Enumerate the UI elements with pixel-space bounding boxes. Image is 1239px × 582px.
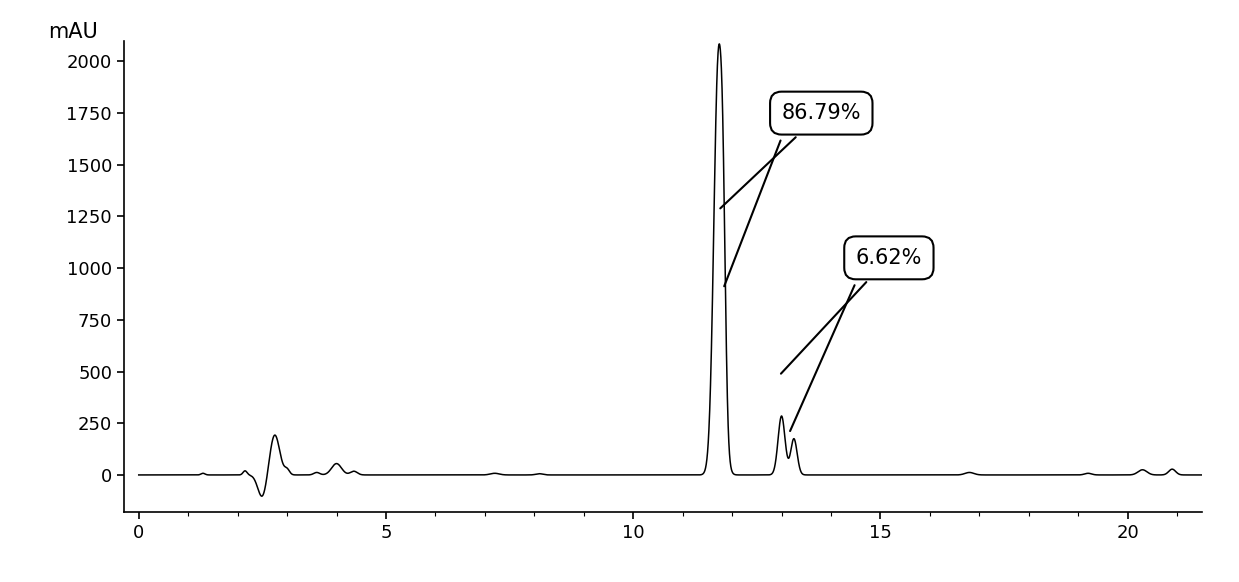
Text: 86.79%: 86.79% [720, 103, 861, 208]
Text: 6.62%: 6.62% [781, 248, 922, 374]
Text: mAU: mAU [48, 22, 98, 42]
